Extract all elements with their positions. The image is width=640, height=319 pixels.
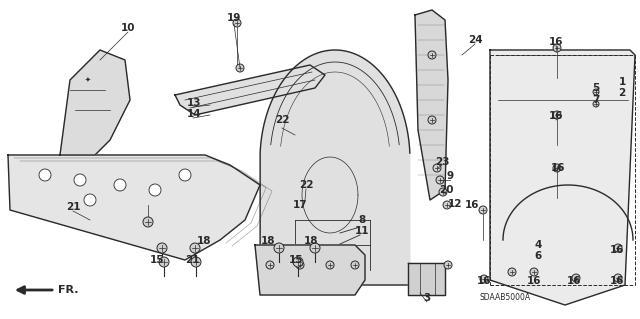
Polygon shape <box>490 50 635 305</box>
Circle shape <box>614 244 622 252</box>
Circle shape <box>480 275 488 283</box>
Circle shape <box>84 194 96 206</box>
Text: 17: 17 <box>292 200 307 210</box>
Polygon shape <box>60 50 130 155</box>
Text: 10: 10 <box>121 23 135 33</box>
Text: 6: 6 <box>534 251 541 261</box>
Circle shape <box>443 201 451 209</box>
Circle shape <box>428 51 436 59</box>
Circle shape <box>439 188 447 196</box>
Text: 21: 21 <box>66 202 80 212</box>
Text: 15: 15 <box>289 255 303 265</box>
Circle shape <box>143 217 153 227</box>
Circle shape <box>114 179 126 191</box>
Text: 3: 3 <box>424 293 431 303</box>
Circle shape <box>433 164 441 172</box>
Text: 8: 8 <box>358 215 365 225</box>
Circle shape <box>274 243 284 253</box>
Polygon shape <box>260 50 410 285</box>
Circle shape <box>614 274 622 282</box>
Text: FR.: FR. <box>58 285 79 295</box>
Text: 22: 22 <box>299 180 313 190</box>
Text: 9: 9 <box>447 171 454 181</box>
Circle shape <box>190 243 200 253</box>
Text: 11: 11 <box>355 226 369 236</box>
Circle shape <box>530 268 538 276</box>
Circle shape <box>553 44 561 52</box>
Circle shape <box>326 261 334 269</box>
Text: ✦: ✦ <box>85 77 91 83</box>
Polygon shape <box>255 245 365 295</box>
Text: 4: 4 <box>534 240 541 250</box>
Circle shape <box>436 176 444 184</box>
Text: 12: 12 <box>448 199 462 209</box>
Circle shape <box>508 268 516 276</box>
Circle shape <box>428 116 436 124</box>
Text: 16: 16 <box>527 276 541 286</box>
Text: 16: 16 <box>610 276 624 286</box>
Circle shape <box>74 174 86 186</box>
Polygon shape <box>408 263 445 295</box>
Circle shape <box>572 274 580 282</box>
Text: 2: 2 <box>618 88 626 98</box>
Text: 16: 16 <box>477 276 492 286</box>
Circle shape <box>593 89 599 95</box>
Circle shape <box>293 257 303 267</box>
Circle shape <box>179 169 191 181</box>
Text: 7: 7 <box>592 95 600 105</box>
Text: 16: 16 <box>610 245 624 255</box>
Text: 16: 16 <box>551 163 565 173</box>
Polygon shape <box>415 10 448 200</box>
Text: 16: 16 <box>548 111 563 121</box>
Circle shape <box>553 164 561 172</box>
Circle shape <box>296 261 304 269</box>
Circle shape <box>553 111 561 119</box>
Text: 16: 16 <box>465 200 479 210</box>
Circle shape <box>149 184 161 196</box>
Text: 23: 23 <box>435 157 449 167</box>
Circle shape <box>39 169 51 181</box>
Circle shape <box>444 261 452 269</box>
Text: 22: 22 <box>275 115 289 125</box>
Text: 1: 1 <box>618 77 626 87</box>
Text: 19: 19 <box>227 13 241 23</box>
Circle shape <box>157 243 167 253</box>
Text: 18: 18 <box>304 236 318 246</box>
Text: 13: 13 <box>187 98 201 108</box>
Circle shape <box>351 261 359 269</box>
Text: 18: 18 <box>196 236 211 246</box>
Circle shape <box>593 101 599 107</box>
Text: 14: 14 <box>187 109 202 119</box>
Text: 16: 16 <box>567 276 581 286</box>
Circle shape <box>479 206 487 214</box>
Text: 21: 21 <box>185 255 199 265</box>
Circle shape <box>159 257 169 267</box>
Circle shape <box>233 19 241 27</box>
Text: 24: 24 <box>468 35 483 45</box>
Text: 15: 15 <box>150 255 164 265</box>
Text: 18: 18 <box>260 236 275 246</box>
Circle shape <box>310 243 320 253</box>
Text: 16: 16 <box>548 37 563 47</box>
Text: SDAAB5000A: SDAAB5000A <box>479 293 531 302</box>
Text: 5: 5 <box>593 83 600 93</box>
Polygon shape <box>175 65 325 115</box>
Text: 20: 20 <box>439 185 453 195</box>
Circle shape <box>236 64 244 72</box>
Polygon shape <box>8 155 260 260</box>
Circle shape <box>266 261 274 269</box>
Circle shape <box>191 257 201 267</box>
